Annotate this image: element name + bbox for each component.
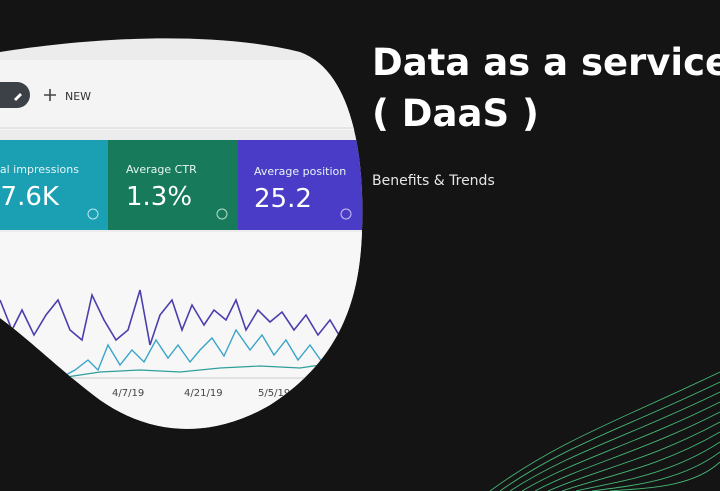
photo-line [59, 314, 361, 379]
date-label: 4/7/19 [112, 388, 144, 399]
date-label: 4/21/19 [184, 388, 223, 399]
help-icon [216, 208, 228, 220]
edit-icon [14, 93, 22, 101]
new-button: NEW [65, 90, 91, 103]
help-icon [87, 208, 99, 220]
pill [0, 82, 30, 108]
card-label: Average CTR [126, 163, 197, 176]
help-icon [340, 208, 352, 220]
card [238, 140, 363, 230]
toolbar [0, 60, 363, 130]
photo: NEW Total impressions 17.6K Average CTR … [0, 38, 363, 429]
title: Data as a service [372, 41, 720, 84]
card-value: 25.2 [254, 184, 312, 214]
waves [489, 371, 720, 491]
plus-icon [44, 89, 56, 101]
card-label: Total impressions [0, 163, 79, 176]
photo-line [0, 289, 363, 346]
subtitle: Benefits & Trends [372, 173, 495, 189]
card-label: Average position [254, 165, 346, 178]
card [108, 140, 238, 230]
date-label: 5/5/19 [258, 388, 290, 399]
title: ( DaaS ) [372, 92, 539, 135]
card-value: 17.6K [0, 182, 60, 212]
card [0, 140, 108, 230]
card-value: 1.3% [126, 182, 192, 212]
